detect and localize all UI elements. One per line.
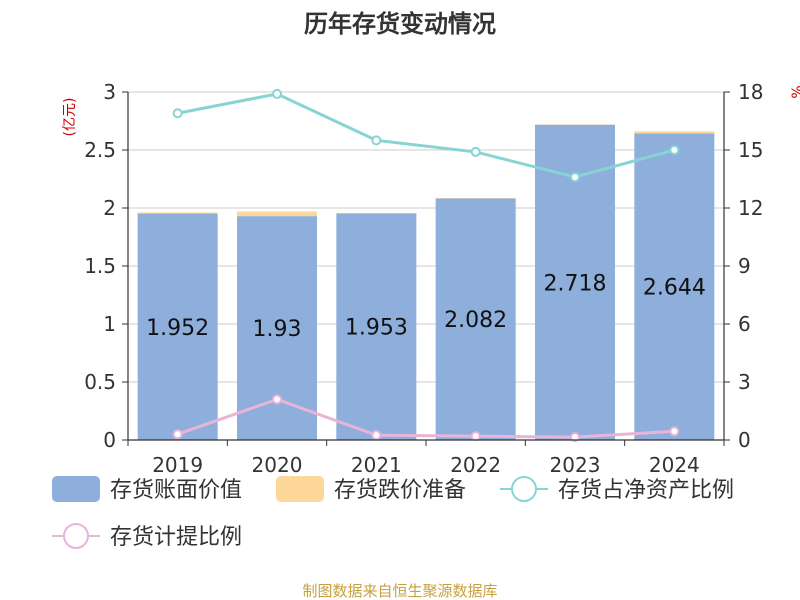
right-tick-label: 6 (738, 312, 751, 336)
left-tick-label: 2 (103, 196, 116, 220)
x-tick-label: 2021 (351, 453, 402, 477)
x-tick-label: 2022 (450, 453, 501, 477)
legend-label: 存货占净资产比例 (558, 478, 734, 503)
right-tick-label: 15 (738, 138, 763, 162)
left-tick-label: 0 (103, 428, 116, 452)
bar (634, 133, 715, 440)
bar (336, 213, 417, 440)
bar (634, 131, 715, 134)
legend-label: 存货计提比例 (110, 525, 242, 550)
legend-label: 存货账面价值 (110, 478, 242, 503)
legend-marker (63, 523, 89, 549)
line-point (570, 172, 580, 183)
line-point (470, 431, 481, 442)
left-tick-label: 0.5 (84, 370, 116, 394)
series-line (177, 92, 675, 179)
bar (336, 212, 417, 214)
bar-value-label: 2.644 (643, 276, 706, 301)
legend-swatch (52, 476, 100, 502)
line-point (669, 145, 680, 155)
bar-series (137, 124, 715, 440)
left-tick-label: 1.5 (84, 254, 116, 278)
bar (137, 213, 218, 440)
line-point (470, 146, 481, 157)
line-point (371, 135, 382, 146)
x-tick-label: 2024 (649, 453, 700, 477)
series-line (177, 397, 675, 439)
left-tick-label: 2.5 (84, 138, 116, 162)
right-tick-label: 12 (738, 196, 763, 220)
x-tick-label: 2020 (252, 453, 303, 477)
grid-lines (128, 91, 724, 383)
line-point (570, 432, 580, 443)
bar-value-label: 1.952 (146, 316, 209, 341)
axes: 0 0.5 1 1.5 2 2.5 3 0 3 6 9 12 15 18 2019 2020 2021 2022 2… (84, 80, 763, 477)
right-axis-unit: % (790, 85, 800, 98)
x-tick-label: 2019 (152, 453, 203, 477)
bar (137, 212, 218, 214)
right-tick-label: 18 (738, 80, 763, 104)
right-tick-label: 0 (738, 428, 751, 452)
source-note: 制图数据来自恒生聚源数据库 (302, 582, 497, 600)
line-series (172, 88, 680, 443)
left-tick-label: 1 (103, 312, 116, 336)
legend-swatch (276, 476, 324, 502)
bar (435, 198, 516, 440)
right-tick-label: 9 (738, 254, 751, 278)
line-point (669, 426, 680, 437)
line-point (272, 394, 282, 405)
line-point (172, 429, 183, 440)
line-point (272, 88, 282, 99)
bar (237, 211, 317, 217)
data-labels: 1.952 1.93 1.953 2.082 2.718 2.644 (146, 271, 706, 342)
left-axis-unit: (亿元) (62, 98, 78, 137)
bar-value-label: 2.082 (444, 308, 507, 333)
chart-title: 历年存货变动情况 (304, 10, 496, 38)
x-tick-label: 2023 (550, 453, 601, 477)
left-tick-label: 3 (103, 80, 116, 104)
legend-label: 存货跌价准备 (334, 478, 466, 503)
bar-value-label: 1.93 (253, 317, 302, 342)
line-point (371, 430, 382, 441)
legend-marker (511, 476, 537, 502)
bar-value-label: 1.953 (345, 316, 408, 341)
right-tick-label: 3 (738, 370, 751, 394)
bar-value-label: 2.718 (544, 271, 607, 296)
line-point (172, 108, 183, 119)
